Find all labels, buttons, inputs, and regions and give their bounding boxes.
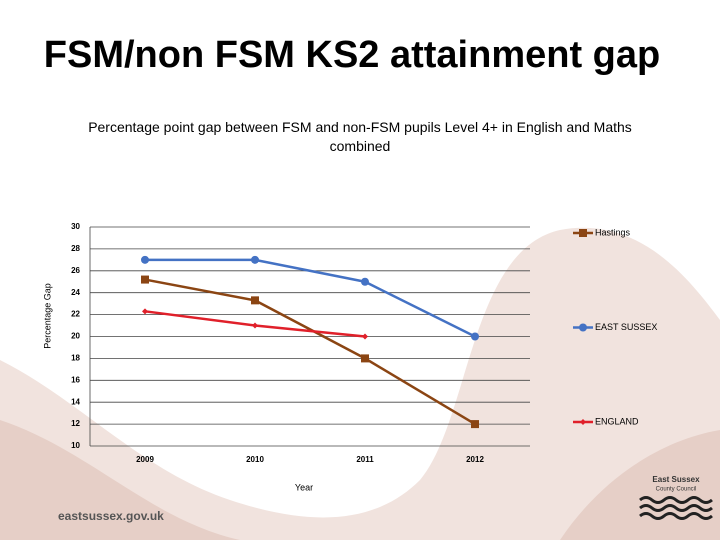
data-point	[142, 308, 148, 315]
y-tick-label: 16	[71, 375, 80, 384]
data-point	[471, 420, 479, 429]
data-point	[141, 275, 149, 284]
y-tick-label: 30	[71, 222, 80, 231]
legend-label: Hastings	[595, 227, 631, 237]
y-tick-label: 28	[71, 244, 80, 253]
data-point	[252, 322, 258, 329]
logo-waves	[639, 496, 713, 520]
x-tick-label: 2010	[246, 455, 264, 464]
y-tick-label: 14	[71, 397, 80, 406]
data-point	[361, 354, 369, 363]
data-point	[471, 332, 479, 341]
y-tick-label: 26	[71, 266, 80, 275]
logo-text: East Sussex	[652, 475, 700, 484]
y-tick-label: 20	[71, 332, 80, 341]
y-axis-label: Percentage Gap	[42, 283, 52, 349]
series-line	[145, 258, 476, 338]
y-tick-label: 22	[71, 310, 80, 319]
footer-url: eastsussex.gov.uk	[58, 509, 164, 523]
background-wave	[560, 430, 720, 540]
x-tick-label: 2012	[466, 455, 484, 464]
series-line	[144, 278, 476, 426]
legend-label: EAST SUSSEX	[595, 322, 657, 332]
y-tick-label: 24	[71, 288, 80, 297]
legend-marker	[579, 323, 587, 332]
data-point	[362, 333, 368, 340]
x-tick-label: 2011	[356, 455, 374, 464]
data-point	[251, 255, 259, 264]
slide-title: FSM/non FSM KS2 attainment gap	[44, 34, 660, 76]
logo-text: County Council	[656, 487, 697, 493]
background-wave	[0, 227, 720, 540]
x-tick-label: 2009	[136, 455, 154, 464]
chart-title: Percentage point gap between FSM and non…	[88, 119, 632, 154]
y-tick-label: 12	[71, 419, 80, 428]
y-tick-label: 10	[71, 441, 80, 450]
background-wave	[0, 420, 240, 540]
data-point	[361, 277, 369, 286]
x-axis-label: Year	[295, 482, 313, 492]
y-tick-label: 18	[71, 354, 80, 363]
legend-marker	[579, 229, 587, 237]
data-point	[251, 296, 259, 305]
legend-marker	[580, 419, 586, 425]
legend-label: ENGLAND	[595, 416, 639, 426]
data-point	[141, 255, 149, 264]
